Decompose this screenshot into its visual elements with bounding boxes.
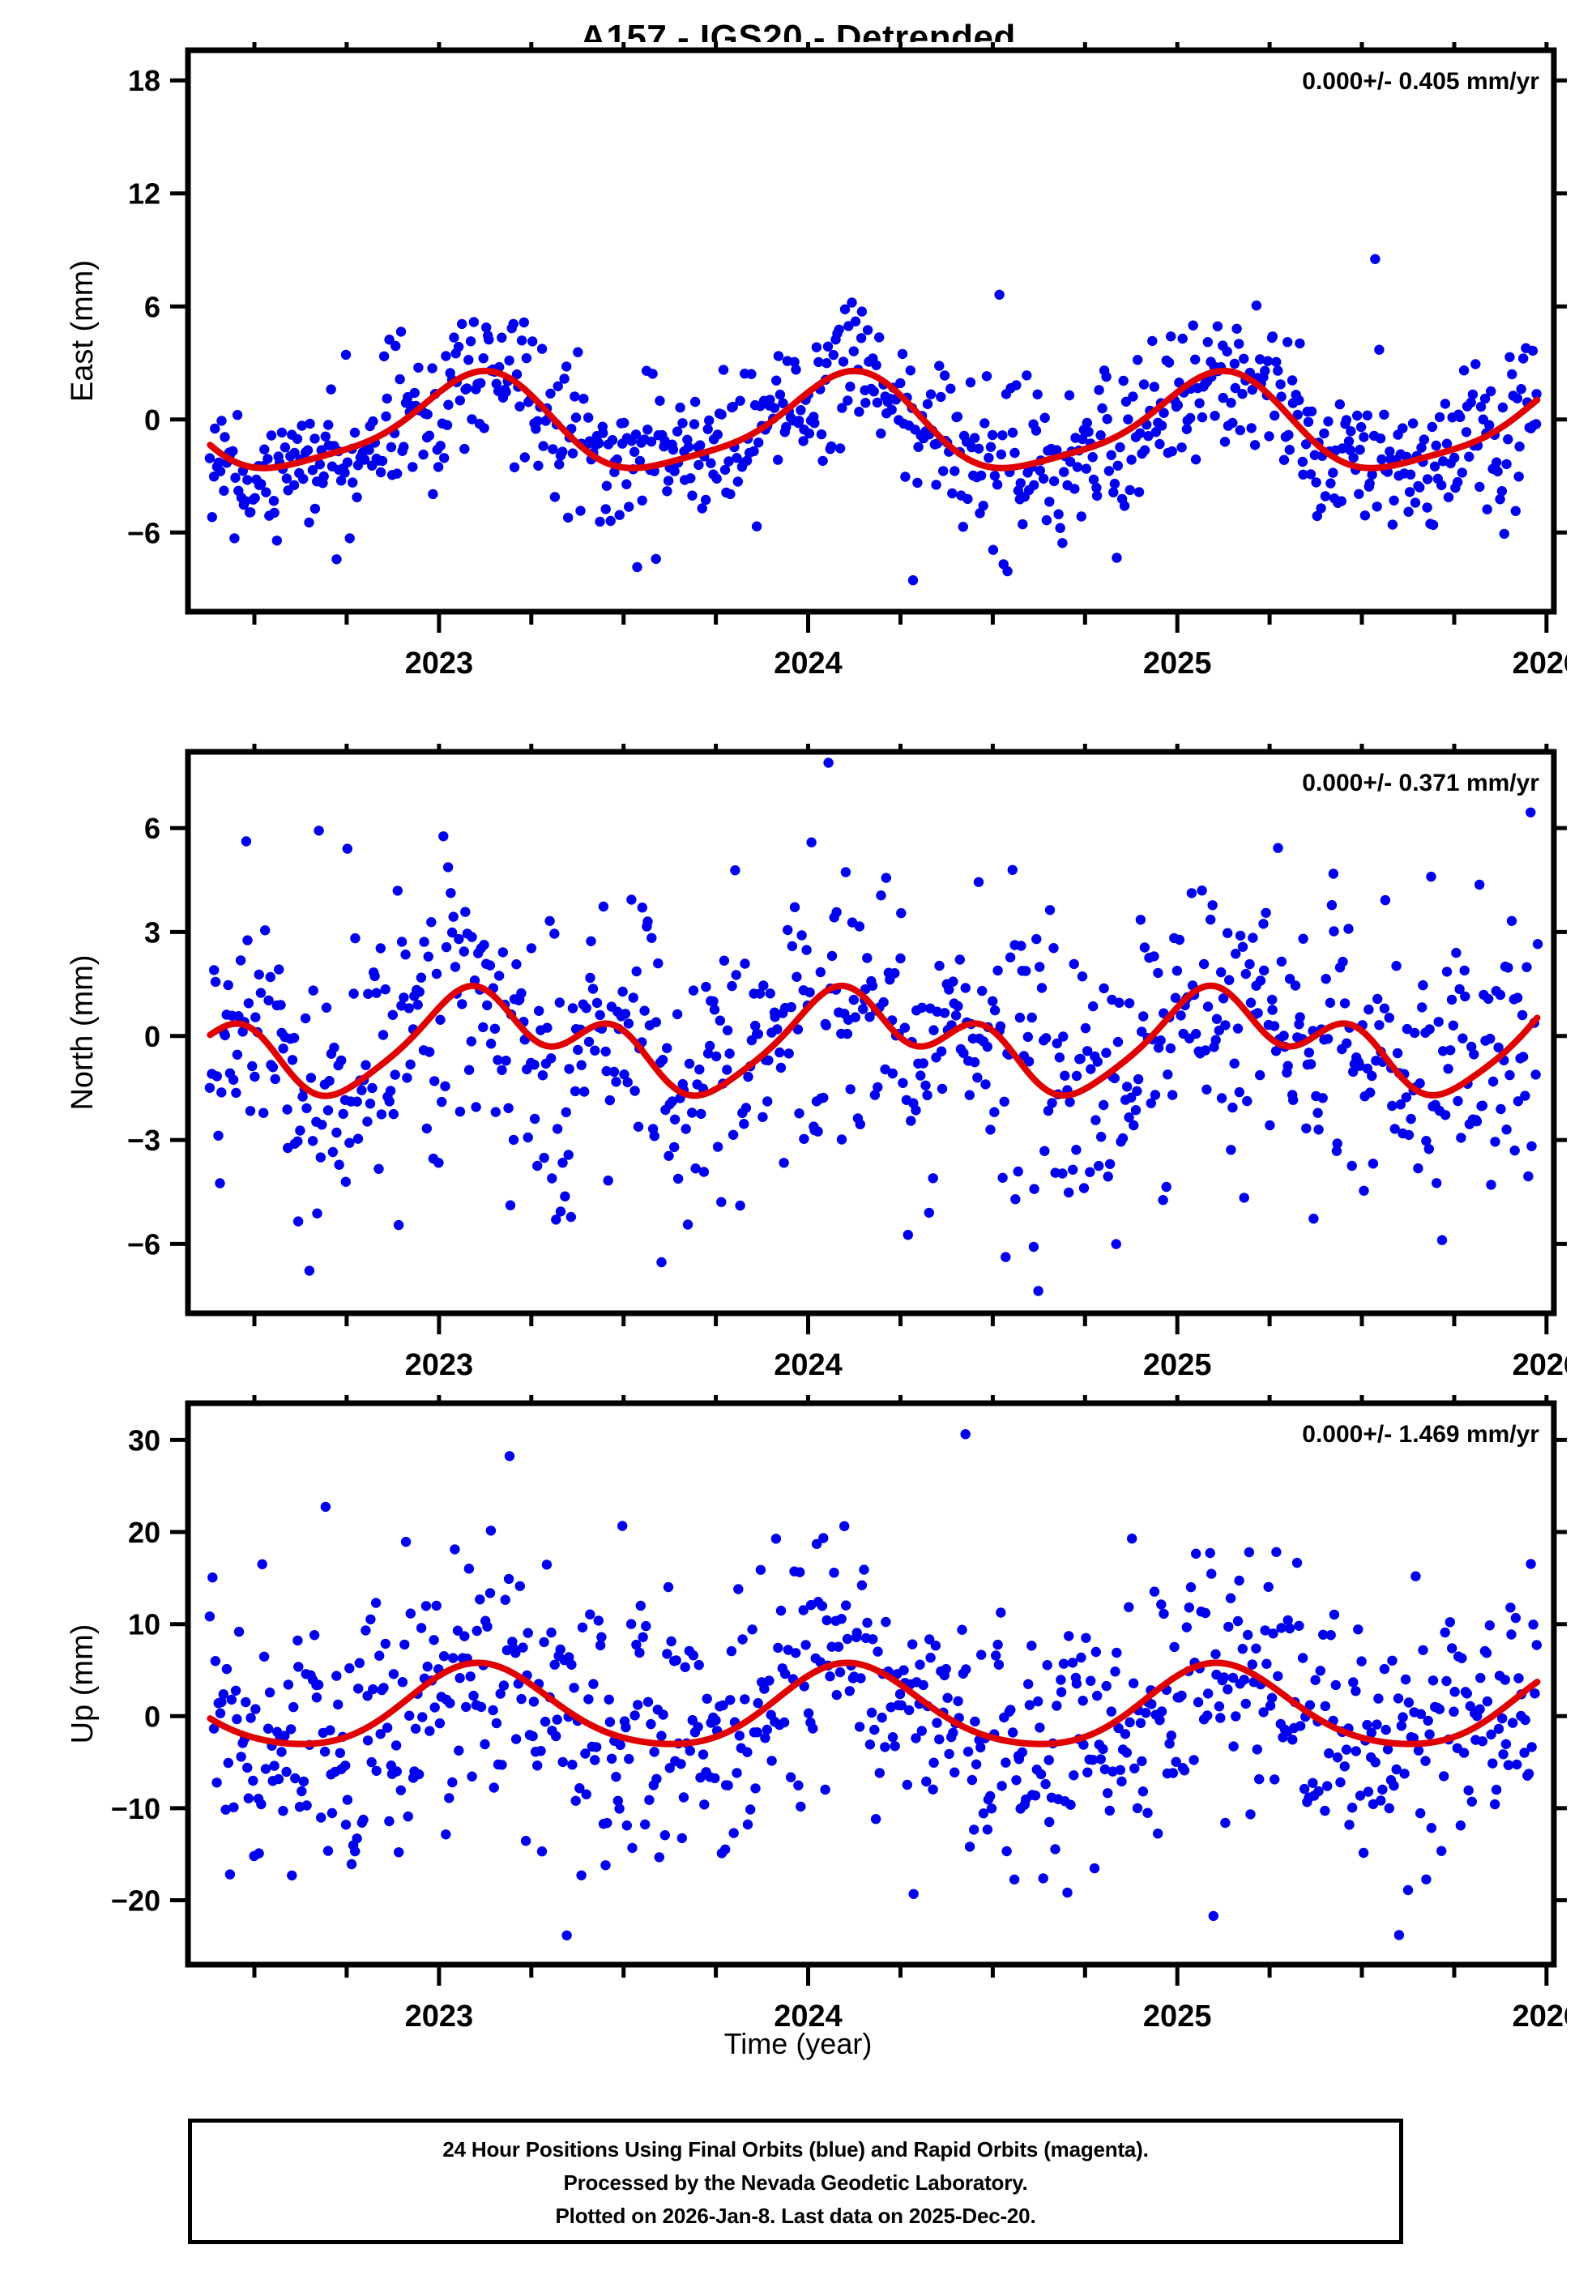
svg-text:3: 3 [144, 915, 160, 949]
svg-text:30: 30 [128, 1423, 160, 1457]
panel-north: 6 3 0 −3 −6 2023 2024 2025 2026 0.000+/- 0.371 mm… [42, 744, 1567, 1394]
rate-annotation: 0.000+/- 1.469 mm/yr [1302, 1421, 1539, 1448]
svg-text:−3: −3 [127, 1124, 160, 1157]
seasonal-fit-curve [207, 1659, 1541, 1748]
x-axis-tick-labels: 2023 2024 2025 2026 [405, 1348, 1567, 1382]
x-axis-ticks [252, 744, 1549, 1334]
y-axis-ticks [170, 78, 1567, 535]
svg-text:−6: −6 [127, 1227, 160, 1261]
axes-frame [185, 749, 1557, 1317]
svg-text:10: 10 [128, 1608, 160, 1641]
svg-text:2024: 2024 [774, 1348, 843, 1382]
svg-text:6: 6 [144, 290, 160, 323]
x-axis-ticks [252, 1395, 1549, 1986]
y-axis-tick-labels: 6 3 0 −3 −6 [127, 812, 160, 1261]
svg-text:2023: 2023 [405, 647, 474, 681]
y-axis-label: Up (mm) [66, 1624, 100, 1744]
y-axis-ticks [170, 1437, 1567, 1902]
x-axis-label: Time (year) [723, 2027, 873, 2060]
footer-line-2: Processed by the Nevada Geodetic Laborat… [563, 2170, 1028, 2195]
svg-text:2025: 2025 [1143, 1348, 1212, 1382]
seasonal-fit-curve [207, 982, 1541, 1099]
footer-line-1: 24 Hour Positions Using Final Orbits (bl… [442, 2137, 1149, 2162]
x-axis-ticks [252, 42, 1549, 633]
axes-frame [185, 47, 1557, 615]
svg-text:18: 18 [128, 64, 160, 97]
svg-text:−20: −20 [111, 1884, 160, 1918]
x-axis-tick-labels: 2023 2024 2025 2026 [405, 647, 1567, 681]
y-axis-label: East (mm) [66, 260, 100, 402]
footer-line-3: Plotted on 2026-Jan-8. Last data on 2025… [555, 2204, 1036, 2228]
footer-caption-box: 24 Hour Positions Using Final Orbits (bl… [188, 2119, 1403, 2244]
panel-east: 18 12 6 0 −6 2023 2024 2025 2026 0.000+/- 0.405 m… [42, 42, 1567, 693]
svg-text:−6: −6 [127, 516, 160, 549]
x-axis-tick-labels: 2023 2024 2025 2026 [405, 1999, 1567, 2034]
y-axis-tick-labels: 30 20 10 0 −10 −20 [111, 1423, 160, 1917]
seasonal-fit-curve [207, 367, 1541, 472]
rate-annotation: 0.000+/- 0.371 mm/yr [1302, 770, 1539, 796]
svg-text:12: 12 [128, 177, 160, 211]
svg-text:2023: 2023 [405, 1348, 474, 1382]
svg-text:2024: 2024 [774, 1999, 843, 2034]
svg-text:2025: 2025 [1143, 647, 1212, 681]
scatter-points [204, 758, 1543, 1296]
svg-text:2026: 2026 [1513, 1348, 1567, 1382]
svg-text:20: 20 [128, 1516, 160, 1549]
axes-frame [185, 1400, 1557, 1968]
svg-text:2023: 2023 [405, 1999, 474, 2034]
svg-text:2024: 2024 [774, 647, 843, 681]
svg-text:0: 0 [144, 1700, 160, 1733]
y-axis-tick-labels: 18 12 6 0 −6 [127, 64, 160, 549]
svg-text:0: 0 [144, 1020, 160, 1053]
scatter-points [204, 1429, 1543, 1941]
rate-annotation: 0.000+/- 0.405 mm/yr [1302, 68, 1539, 95]
svg-text:0: 0 [144, 403, 160, 437]
svg-text:2025: 2025 [1143, 1999, 1212, 2034]
svg-text:6: 6 [144, 812, 160, 845]
svg-text:2026: 2026 [1513, 647, 1567, 681]
svg-text:−10: −10 [111, 1792, 160, 1825]
svg-text:2026: 2026 [1513, 1999, 1567, 2034]
y-axis-label: North (mm) [66, 954, 100, 1110]
y-axis-ticks [170, 826, 1567, 1246]
panel-up: 30 20 10 0 −10 −20 2023 2024 2025 2026 0.000+/- 1.… [42, 1395, 1567, 2046]
